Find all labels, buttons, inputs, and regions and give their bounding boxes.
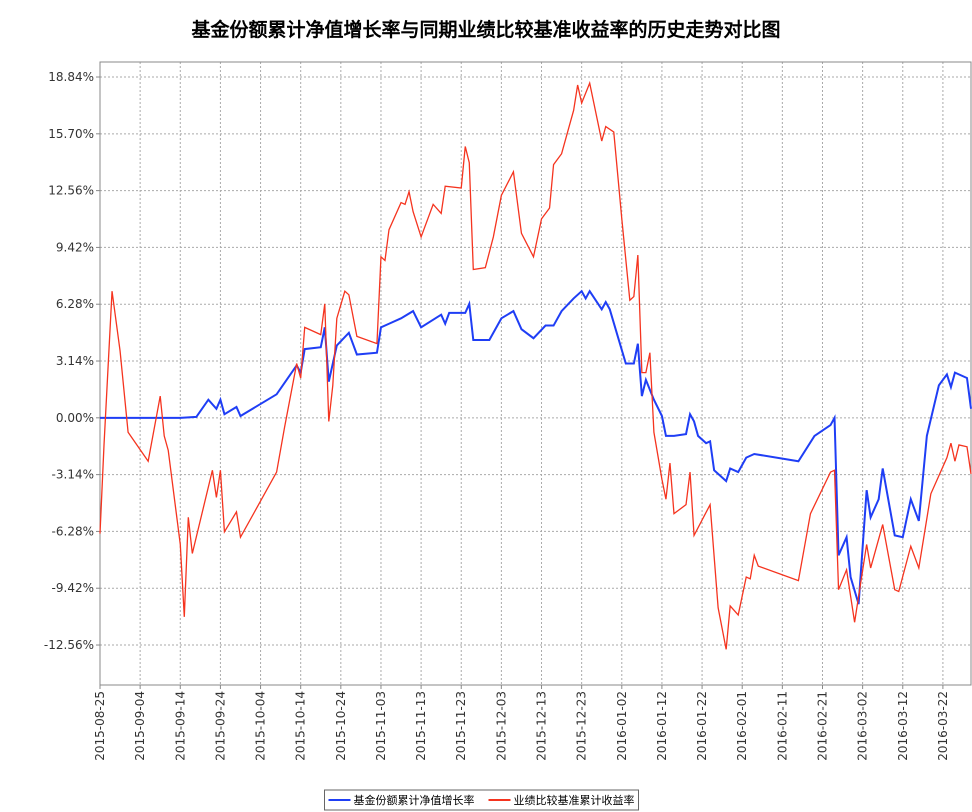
x-tick-label: 2015-12-13 <box>535 691 549 761</box>
y-tick-label: 6.28% <box>56 297 94 311</box>
x-tick-label: 2015-09-14 <box>173 691 187 761</box>
legend-label: 基金份额累计净值增长率 <box>354 793 475 807</box>
x-tick-label: 2015-10-04 <box>254 691 268 761</box>
y-tick-label: 15.70% <box>48 127 94 141</box>
y-tick-label: 18.84% <box>48 70 94 84</box>
x-tick-label: 2016-01-02 <box>615 691 629 761</box>
x-tick-label: 2016-02-21 <box>815 691 829 761</box>
y-tick-label: 0.00% <box>56 411 94 425</box>
x-tick-label: 2015-11-03 <box>374 691 388 761</box>
x-tick-label: 2015-12-23 <box>575 691 589 761</box>
x-tick-label: 2015-11-13 <box>414 691 428 761</box>
legend-box <box>324 789 639 811</box>
x-tick-label: 2015-09-24 <box>213 691 227 761</box>
y-tick-label: -9.42% <box>52 581 94 595</box>
x-tick-label: 2015-11-23 <box>454 691 468 761</box>
plot-frame <box>99 61 972 686</box>
x-tick-label: 2016-03-02 <box>856 691 870 761</box>
series-line <box>99 80 972 650</box>
x-tick-label: 2016-01-12 <box>655 691 669 761</box>
x-tick-label: 2015-10-24 <box>334 691 348 761</box>
y-tick-label: -12.56% <box>44 638 94 652</box>
y-tick-label: -3.14% <box>52 468 94 482</box>
y-tick-label: 12.56% <box>48 184 94 198</box>
x-tick-label: 2016-02-11 <box>775 691 789 761</box>
chart-title: 基金份额累计净值增长率与同期业绩比较基准收益率的历史走势对比图 <box>190 18 780 41</box>
x-tick-label: 2016-02-01 <box>735 691 749 761</box>
x-tick-label: 2015-08-25 <box>93 691 107 761</box>
x-tick-label: 2016-03-12 <box>896 691 910 761</box>
x-tick-label: 2016-03-22 <box>936 691 950 761</box>
x-tick-label: 2016-01-22 <box>695 691 709 761</box>
x-tick-label: 2015-09-04 <box>133 691 147 761</box>
y-tick-label: 3.14% <box>56 354 94 368</box>
x-tick-label: 2015-12-03 <box>494 691 508 761</box>
y-tick-label: -6.28% <box>52 524 94 538</box>
legend-label: 业绩比较基准累计收益率 <box>514 793 635 807</box>
y-tick-label: 9.42% <box>56 240 94 254</box>
series-line <box>100 289 972 605</box>
legend: 基金份额累计净值增长率 业绩比较基准累计收益率 <box>324 789 639 811</box>
x-tick-label: 2015-10-14 <box>294 691 308 761</box>
